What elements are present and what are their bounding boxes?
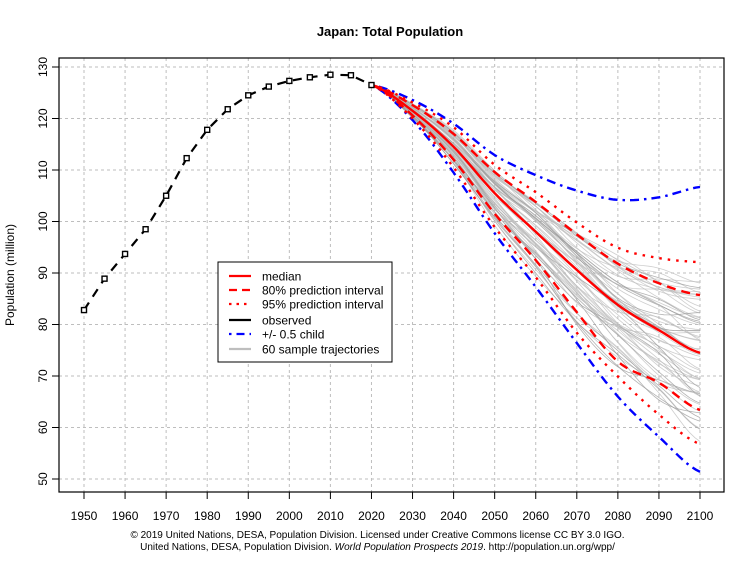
x-tick-label: 1950 xyxy=(71,509,98,523)
plot-frame xyxy=(58,57,725,493)
x-tick-label: 2050 xyxy=(481,509,508,523)
y-tick-label: 130 xyxy=(36,57,50,77)
legend-label-trajectories: 60 sample trajectories xyxy=(262,343,379,357)
footer-line-2-italic: World Population Prospects 2019 xyxy=(334,542,484,553)
observed-point xyxy=(306,74,314,81)
x-tick-label: 2030 xyxy=(399,509,426,523)
legend-label-half_child: +/- 0.5 child xyxy=(262,328,324,342)
y-tick-label: 100 xyxy=(36,211,50,231)
observed-point xyxy=(327,71,334,78)
y-axis: 50 60 70 80 90 100 110 120 130 xyxy=(36,57,59,486)
observed-point xyxy=(245,92,252,99)
x-tick-label: 2020 xyxy=(358,509,385,523)
footer-line-2-prefix: United Nations, DESA, Population Divisio… xyxy=(140,542,335,553)
observed-point xyxy=(203,126,211,134)
y-tick-label: 60 xyxy=(36,421,50,435)
trajectory-line xyxy=(371,84,701,395)
trajectory-line xyxy=(371,84,701,429)
observed-point xyxy=(121,250,129,258)
trajectory-line xyxy=(371,84,701,404)
y-tick-label: 110 xyxy=(36,160,50,179)
observed-point xyxy=(162,192,170,199)
y-tick-label: 80 xyxy=(36,318,50,332)
y-tick-label: 120 xyxy=(36,108,50,128)
chart-title: Japan: Total Population xyxy=(317,24,463,39)
y-tick-label: 50 xyxy=(36,472,50,486)
trajectory-line xyxy=(371,84,701,412)
x-tick-label: 1980 xyxy=(194,509,221,523)
observed-point xyxy=(142,226,149,233)
legend-label-observed: observed xyxy=(262,314,311,328)
observed-point xyxy=(368,81,375,89)
y-tick-label: 90 xyxy=(36,266,50,280)
observed-markers xyxy=(80,71,375,314)
x-axis: 1950 1960 1970 1980 1990 2000 2010 2020 2030 2040… xyxy=(71,492,714,523)
series-line-80-upper xyxy=(371,83,701,297)
x-tick-label: 2080 xyxy=(605,509,632,523)
footer-line-2-suffix: . http://population.un.org/wpp/ xyxy=(483,542,615,553)
legend-label-median: median xyxy=(262,270,301,284)
series-line-95-upper xyxy=(371,83,701,264)
footer-line-1: © 2019 United Nations, DESA, Population … xyxy=(130,530,625,541)
footer-credit: © 2019 United Nations, DESA, Population … xyxy=(0,530,755,554)
legend-label-pi80: 80% prediction interval xyxy=(262,284,383,298)
x-tick-label: 2070 xyxy=(563,509,590,523)
x-tick-label: 2040 xyxy=(440,509,467,523)
observed-point xyxy=(80,306,88,314)
observed-point xyxy=(101,275,108,282)
x-tick-label: 2000 xyxy=(276,509,303,523)
x-tick-label: 2060 xyxy=(522,509,549,523)
series-line-80-lower xyxy=(371,83,701,412)
trajectory-line xyxy=(371,84,701,414)
observed-point xyxy=(183,154,190,162)
trajectory-line xyxy=(371,84,701,370)
trajectory-line xyxy=(371,84,701,393)
x-tick-label: 1960 xyxy=(112,509,139,523)
x-tick-label: 2100 xyxy=(687,509,714,523)
observed-point xyxy=(224,106,231,113)
legend-box xyxy=(217,261,393,363)
observed-point xyxy=(265,83,272,90)
x-tick-label: 2010 xyxy=(317,509,344,523)
trajectory-line xyxy=(371,84,701,430)
footer-line-2: United Nations, DESA, Population Divisio… xyxy=(0,542,755,554)
y-axis-label: Population (million) xyxy=(3,224,17,326)
x-tick-label: 1970 xyxy=(153,509,180,523)
y-tick-label: 70 xyxy=(36,369,50,383)
trajectory-line xyxy=(371,84,701,397)
x-tick-label: 2090 xyxy=(646,509,673,523)
observed-point xyxy=(286,77,293,85)
series-line-0-5-child xyxy=(370,83,701,473)
series-line-0-5-child xyxy=(371,83,701,202)
observed-point xyxy=(347,72,355,79)
series-line-median xyxy=(371,83,701,354)
x-tick-label: 1990 xyxy=(235,509,262,523)
legend-label-pi95: 95% prediction interval xyxy=(262,298,383,312)
